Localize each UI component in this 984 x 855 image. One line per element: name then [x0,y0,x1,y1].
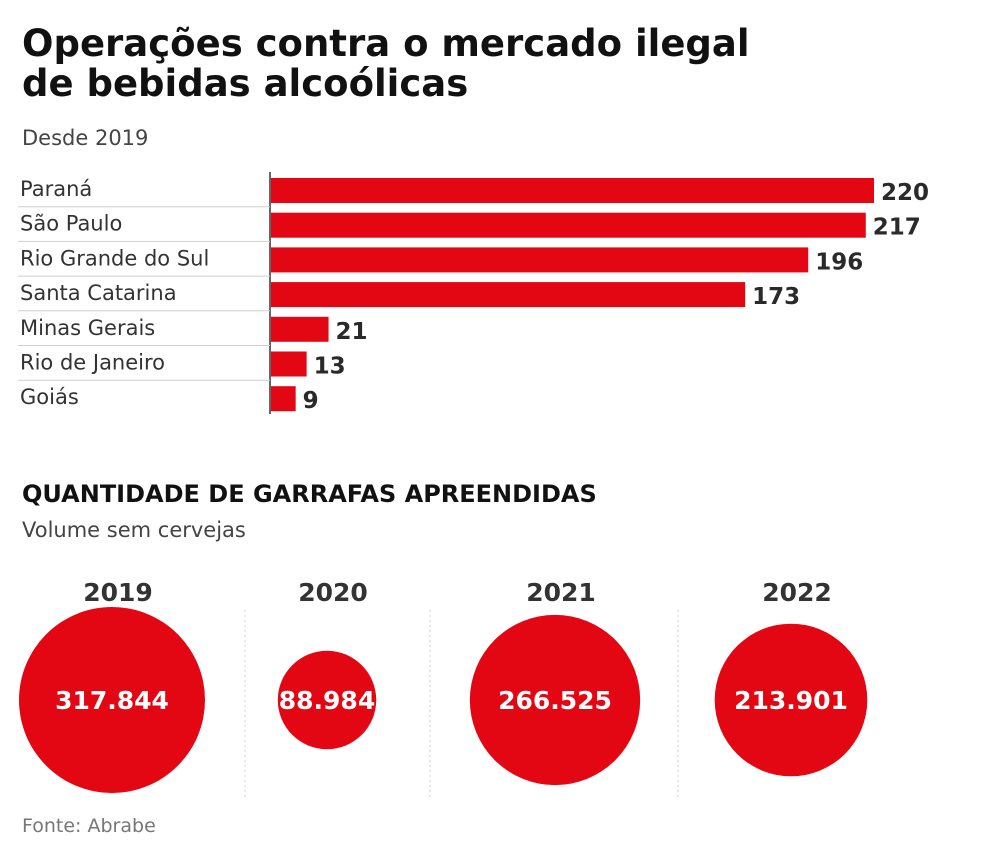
bar-chart-subtitle: Desde 2019 [22,126,148,150]
bar-category-label: Santa Catarina [20,281,177,305]
bar-value-label: 217 [873,215,921,241]
bubble-value-label: 88.984 [279,686,375,715]
bar-category-label: Rio Grande do Sul [20,246,209,270]
chart-title-line: Operações contra o mercado ilegal [22,22,750,65]
bar [271,316,329,342]
bar [271,351,307,377]
bar [271,386,296,412]
bar-chart: Paraná 220 São Paulo 217 Rio Grande do Sul 19… [18,172,929,414]
bar-category-label: São Paulo [20,212,122,236]
year-label: 2021 [526,578,596,607]
bar-value-label: 9 [303,388,319,414]
bubble-value-label: 317.844 [55,686,169,715]
year-label: 2022 [762,578,832,607]
bar-value-label: 220 [881,180,929,206]
bubble [19,607,205,793]
bar-value-label: 173 [752,284,800,310]
chart-title-line: de bebidas alcoólicas [22,62,468,105]
bubble-chart: 2019 317.844 2020 88.984 2021 266.525 2022 213.… [19,578,868,800]
bubble-chart-title: QUANTIDADE DE GARRAFAS APREENDIDAS [22,480,597,508]
bar-value-label: 196 [815,249,863,275]
bar-value-label: 21 [336,319,368,345]
bar-category-label: Minas Gerais [20,316,155,340]
bubble-chart-subtitle: Volume sem cervejas [22,518,246,542]
bar [271,282,746,308]
bar [271,178,874,203]
bubble [469,614,641,786]
bar-category-label: Rio de Janeiro [20,351,165,375]
bar-category-label: Goiás [20,385,79,409]
bubble-value-label: 266.525 [498,686,612,715]
bubble-value-label: 213.901 [734,686,848,715]
bar [271,212,866,238]
bar [271,247,809,273]
bar-value-label: 13 [314,354,346,380]
bubble [714,623,868,777]
year-label: 2019 [83,578,153,607]
source-note: Fonte: Abrabe [22,815,156,837]
bar-category-label: Paraná [20,177,92,201]
year-label: 2020 [298,578,368,607]
bubble [277,650,377,750]
